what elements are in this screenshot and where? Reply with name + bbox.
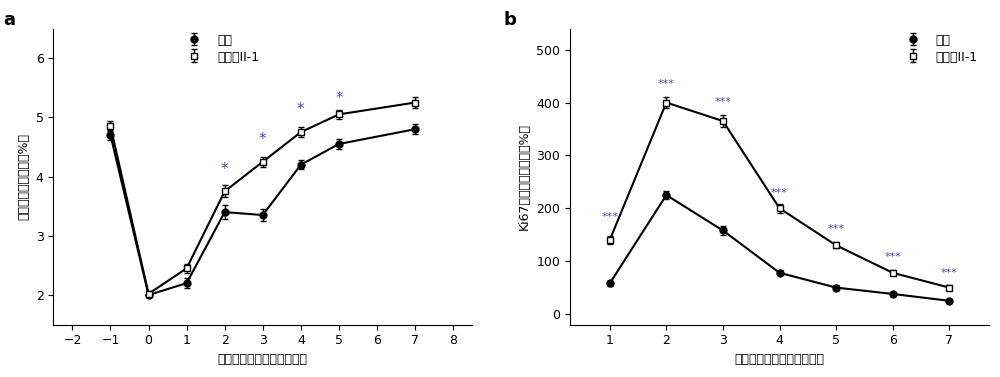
Text: *: * <box>259 132 267 147</box>
Text: b: b <box>503 11 516 29</box>
X-axis label: 肝叶片切除手术天数（天）: 肝叶片切除手术天数（天） <box>735 353 825 366</box>
Text: ***: *** <box>941 268 958 278</box>
Text: ***: *** <box>714 97 731 107</box>
Text: ***: *** <box>658 79 675 89</box>
Legend: 对照, 化合物II-1: 对照, 化合物II-1 <box>177 29 264 69</box>
Text: ***: *** <box>828 224 845 234</box>
Y-axis label: 肝脏和体重的比例（%）: 肝脏和体重的比例（%） <box>17 133 30 220</box>
Y-axis label: Ki67阳性肝细胞比例（%）: Ki67阳性肝细胞比例（%） <box>518 123 531 230</box>
Text: ***: *** <box>771 188 788 198</box>
Text: *: * <box>335 90 343 106</box>
Legend: 对照, 化合物II-1: 对照, 化合物II-1 <box>896 29 983 69</box>
Text: ***: *** <box>601 211 618 222</box>
Text: *: * <box>297 102 305 117</box>
Text: *: * <box>221 162 228 176</box>
Text: ***: *** <box>884 252 901 262</box>
Text: a: a <box>3 11 15 29</box>
X-axis label: 肝叶片切除手术天数（天）: 肝叶片切除手术天数（天） <box>218 353 308 366</box>
